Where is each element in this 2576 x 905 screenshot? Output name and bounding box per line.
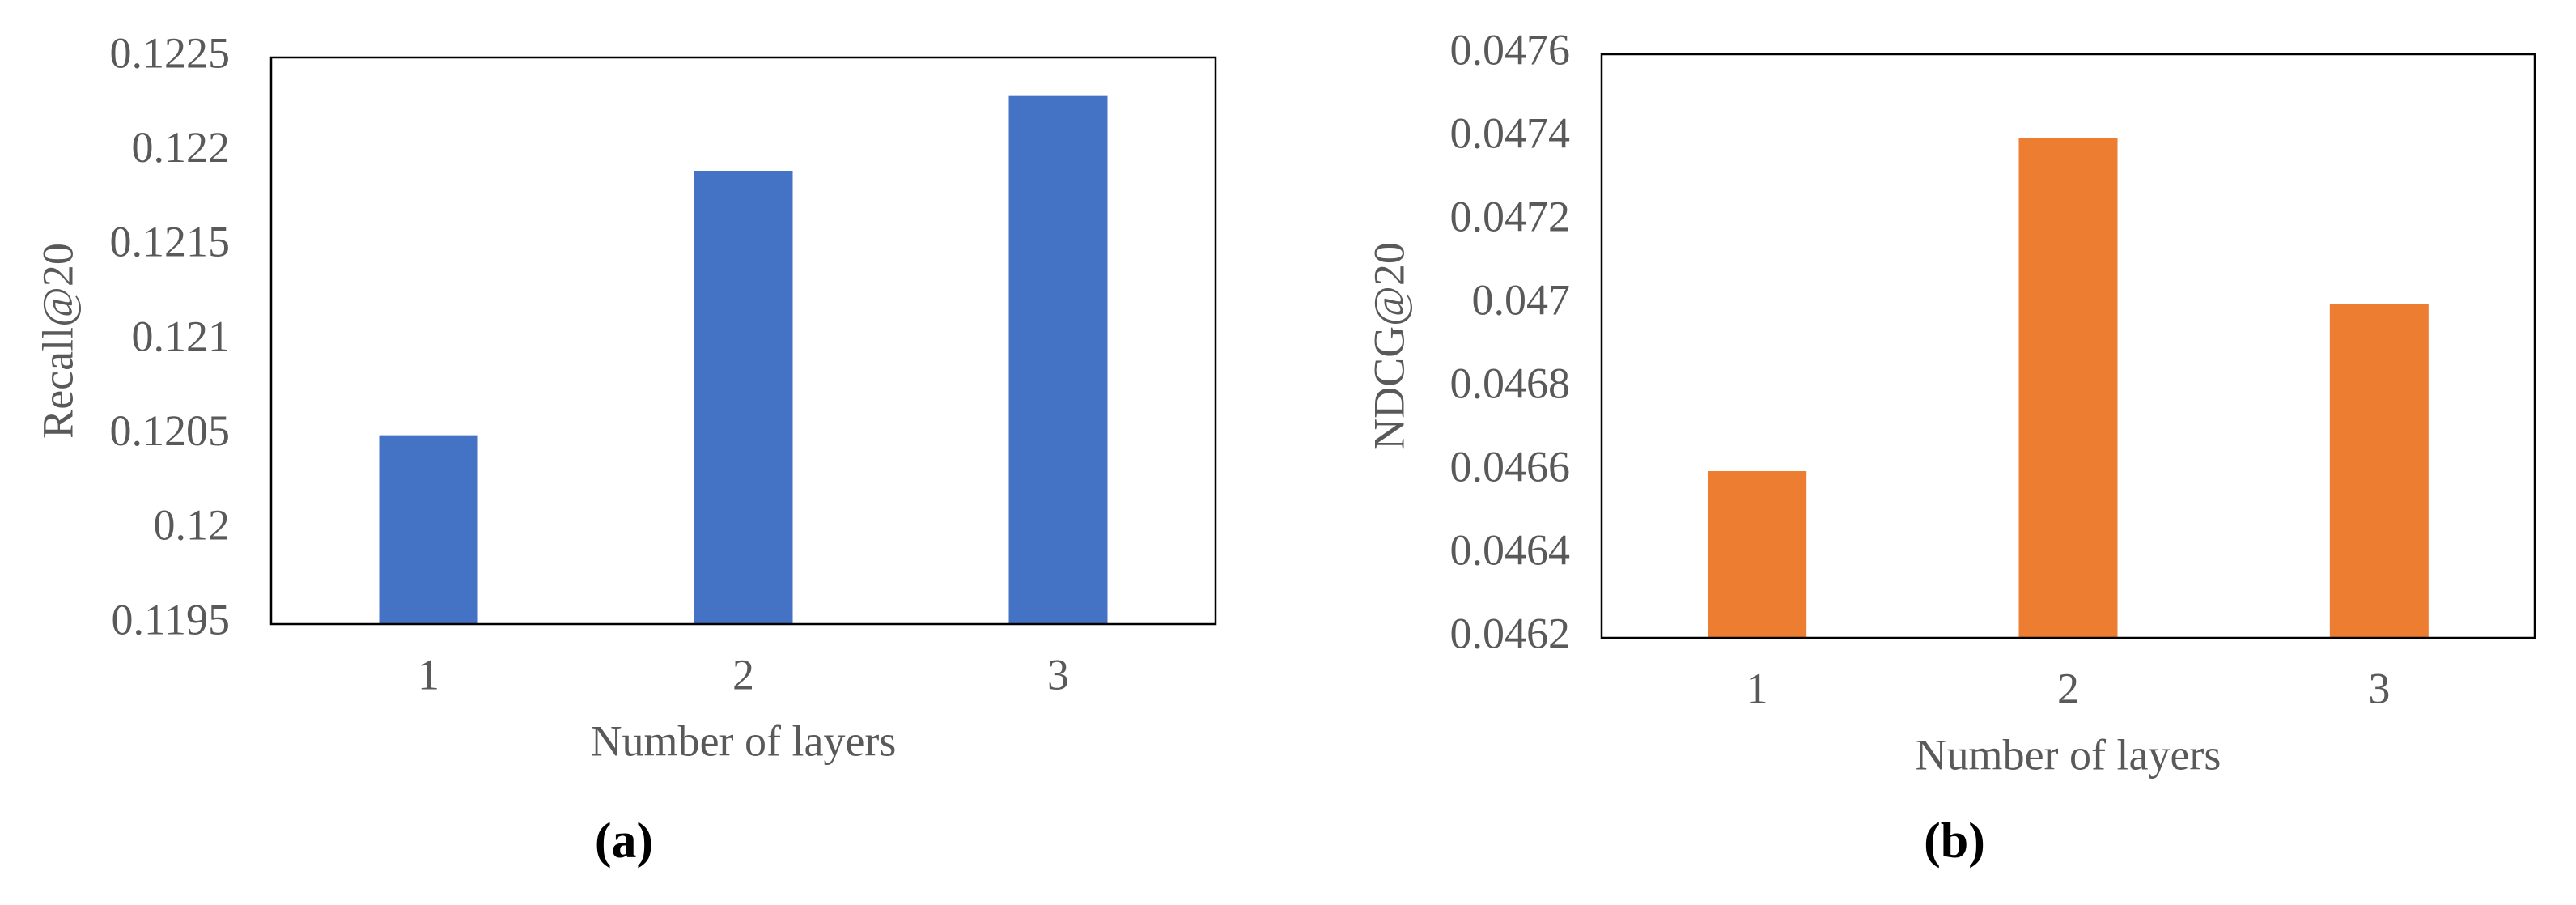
y-tick-label: 0.1195 bbox=[112, 595, 231, 644]
x-tick-label: 1 bbox=[1746, 664, 1768, 712]
bar bbox=[694, 171, 793, 624]
y-tick-label: 0.1225 bbox=[110, 28, 231, 77]
x-tick-label: 3 bbox=[2368, 664, 2390, 712]
y-tick-label: 0.0464 bbox=[1450, 525, 1571, 574]
x-tick-label: 2 bbox=[732, 650, 754, 699]
plot-frame bbox=[269, 56, 1217, 626]
y-axis-title: Recall@20 bbox=[33, 243, 82, 439]
y-tick-label: 0.047 bbox=[1472, 275, 1571, 324]
y-tick-label: 0.122 bbox=[132, 123, 231, 172]
y-tick-label: 0.121 bbox=[132, 312, 231, 360]
y-tick-label: 0.1205 bbox=[110, 406, 231, 455]
y-tick-label: 0.12 bbox=[154, 501, 231, 550]
x-tick-label: 1 bbox=[418, 650, 439, 699]
y-tick-label: 0.0468 bbox=[1450, 359, 1571, 407]
x-axis-title: Number of layers bbox=[591, 716, 897, 765]
x-tick-label: 3 bbox=[1047, 650, 1069, 699]
y-tick-label: 0.0466 bbox=[1450, 442, 1571, 491]
y-tick-label: 0.0472 bbox=[1450, 192, 1571, 240]
plot-frame bbox=[1600, 53, 2536, 639]
bar bbox=[2329, 304, 2429, 638]
y-tick-label: 0.0476 bbox=[1450, 25, 1571, 74]
x-axis-title: Number of layers bbox=[1916, 730, 2222, 779]
y-tick-label: 0.1215 bbox=[110, 218, 231, 266]
bar bbox=[379, 435, 478, 624]
y-tick-label: 0.0474 bbox=[1450, 108, 1571, 157]
bar bbox=[1708, 471, 1807, 638]
y-tick-label: 0.0462 bbox=[1450, 609, 1571, 657]
panel-label: (a) bbox=[595, 814, 653, 869]
y-axis-title: NDCG@20 bbox=[1364, 242, 1413, 450]
bar bbox=[2018, 138, 2118, 638]
panel-label: (b) bbox=[1924, 814, 1985, 869]
x-tick-label: 2 bbox=[2057, 664, 2079, 712]
bar bbox=[1008, 95, 1108, 624]
